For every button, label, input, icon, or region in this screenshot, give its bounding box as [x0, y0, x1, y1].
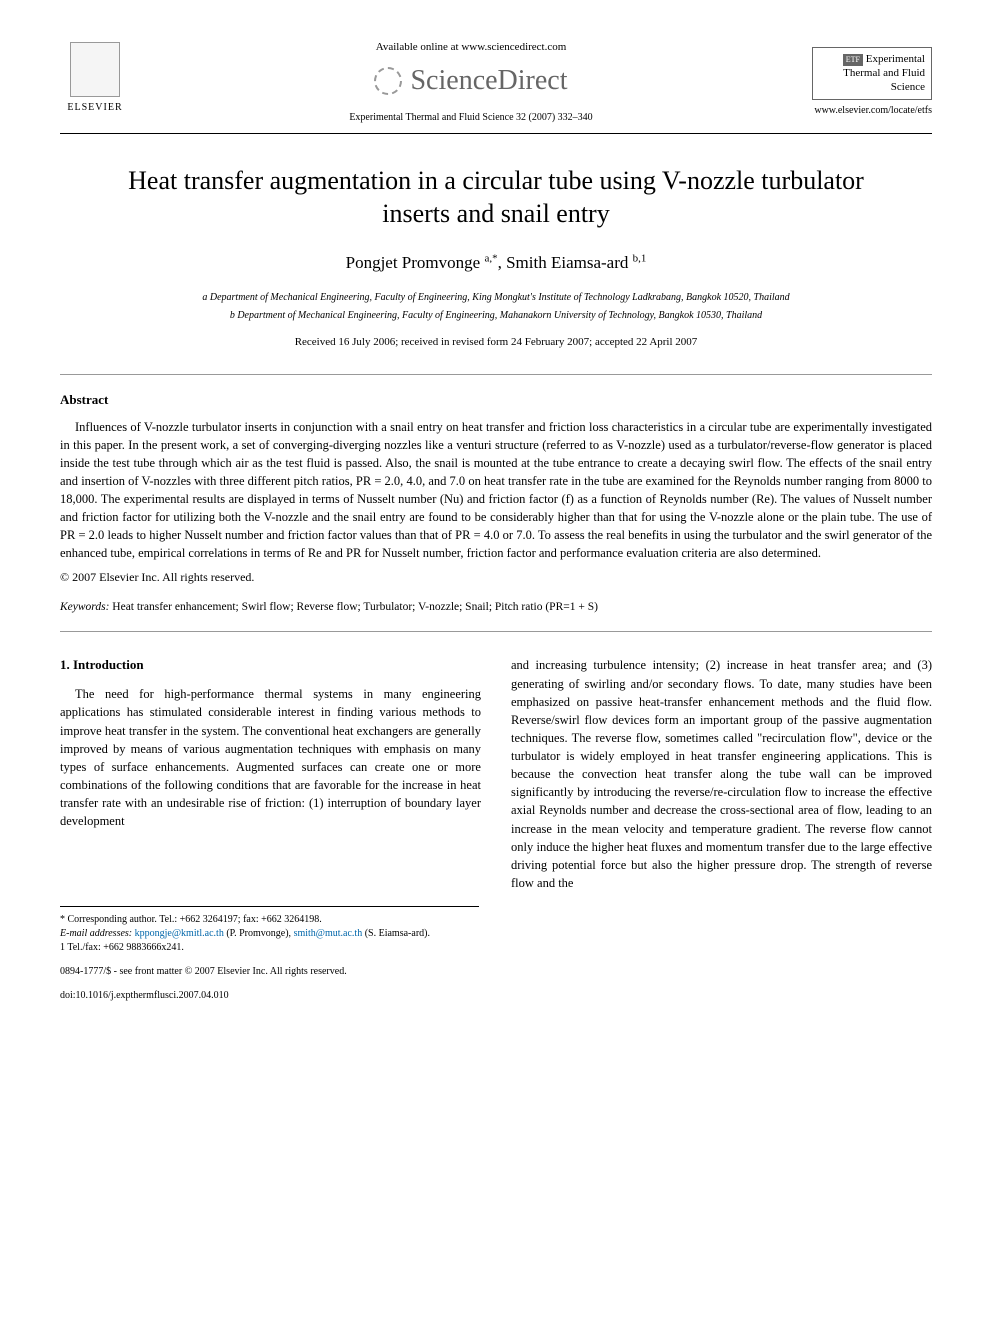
body-columns: 1. Introduction The need for high-perfor…: [60, 656, 932, 892]
divider-abstract-top: [60, 374, 932, 375]
front-matter-line: 0894-1777/$ - see front matter © 2007 El…: [60, 965, 932, 979]
email-line: E-mail addresses: kppongje@kmitl.ac.th (…: [60, 927, 479, 941]
elsevier-logo: ELSEVIER: [60, 42, 130, 122]
divider-abstract-bottom: [60, 631, 932, 632]
available-online-text: Available online at www.sciencedirect.co…: [130, 40, 812, 55]
intro-heading: 1. Introduction: [60, 656, 481, 675]
elsevier-tree-icon: [70, 42, 120, 97]
email-1-name: (P. Promvonge),: [224, 928, 294, 939]
corresponding-author: * Corresponding author. Tel.: +662 32641…: [60, 913, 479, 927]
sciencedirect-icon: [374, 67, 402, 95]
journal-reference: Experimental Thermal and Fluid Science 3…: [130, 111, 812, 125]
footnotes: * Corresponding author. Tel.: +662 32641…: [60, 906, 479, 955]
header-row: ELSEVIER Available online at www.science…: [60, 40, 932, 125]
column-left: 1. Introduction The need for high-perfor…: [60, 656, 481, 892]
author-2-sup: b,1: [633, 253, 647, 265]
column-right: and increasing turbulence intensity; (2)…: [511, 656, 932, 892]
intro-paragraph-col1: The need for high-performance thermal sy…: [60, 685, 481, 830]
divider-top: [60, 133, 932, 134]
author-sep: , Smith Eiamsa-ard: [498, 253, 633, 272]
affiliation-a: a Department of Mechanical Engineering, …: [60, 291, 932, 305]
abstract-text: Influences of V-nozzle turbulator insert…: [60, 418, 932, 563]
sciencedirect-logo: ScienceDirect: [374, 61, 567, 100]
paper-title: Heat transfer augmentation in a circular…: [100, 164, 892, 232]
dates: Received 16 July 2006; received in revis…: [60, 335, 932, 350]
doi-line: doi:10.1016/j.expthermflusci.2007.04.010: [60, 989, 932, 1003]
tel-footnote: 1 Tel./fax: +662 9883666x241.: [60, 941, 479, 955]
intro-paragraph-col2: and increasing turbulence intensity; (2)…: [511, 656, 932, 892]
journal-url: www.elsevier.com/locate/etfs: [812, 104, 932, 118]
abstract-heading: Abstract: [60, 391, 932, 409]
etfs-badge: ETF: [843, 54, 863, 66]
etfs-box: ETF Experimental Thermal and Fluid Scien…: [812, 47, 932, 100]
authors: Pongjet Promvonge a,*, Smith Eiamsa-ard …: [60, 251, 932, 275]
keywords-text: Heat transfer enhancement; Swirl flow; R…: [112, 601, 598, 613]
email-2-name: (S. Eiamsa-ard).: [362, 928, 430, 939]
email-label: E-mail addresses:: [60, 928, 132, 939]
author-1: Pongjet Promvonge: [346, 253, 485, 272]
author-1-sup: a,*: [484, 253, 497, 265]
sciencedirect-text: ScienceDirect: [410, 61, 567, 100]
elsevier-label: ELSEVIER: [67, 101, 122, 115]
affiliation-b: b Department of Mechanical Engineering, …: [60, 309, 932, 323]
email-1-link[interactable]: kppongje@kmitl.ac.th: [135, 928, 224, 939]
keywords: Keywords: Heat transfer enhancement; Swi…: [60, 599, 932, 615]
journal-logo-block: ETF Experimental Thermal and Fluid Scien…: [812, 47, 932, 118]
center-header: Available online at www.sciencedirect.co…: [130, 40, 812, 125]
keywords-label: Keywords:: [60, 601, 109, 613]
copyright: © 2007 Elsevier Inc. All rights reserved…: [60, 569, 932, 586]
email-2-link[interactable]: smith@mut.ac.th: [294, 928, 363, 939]
